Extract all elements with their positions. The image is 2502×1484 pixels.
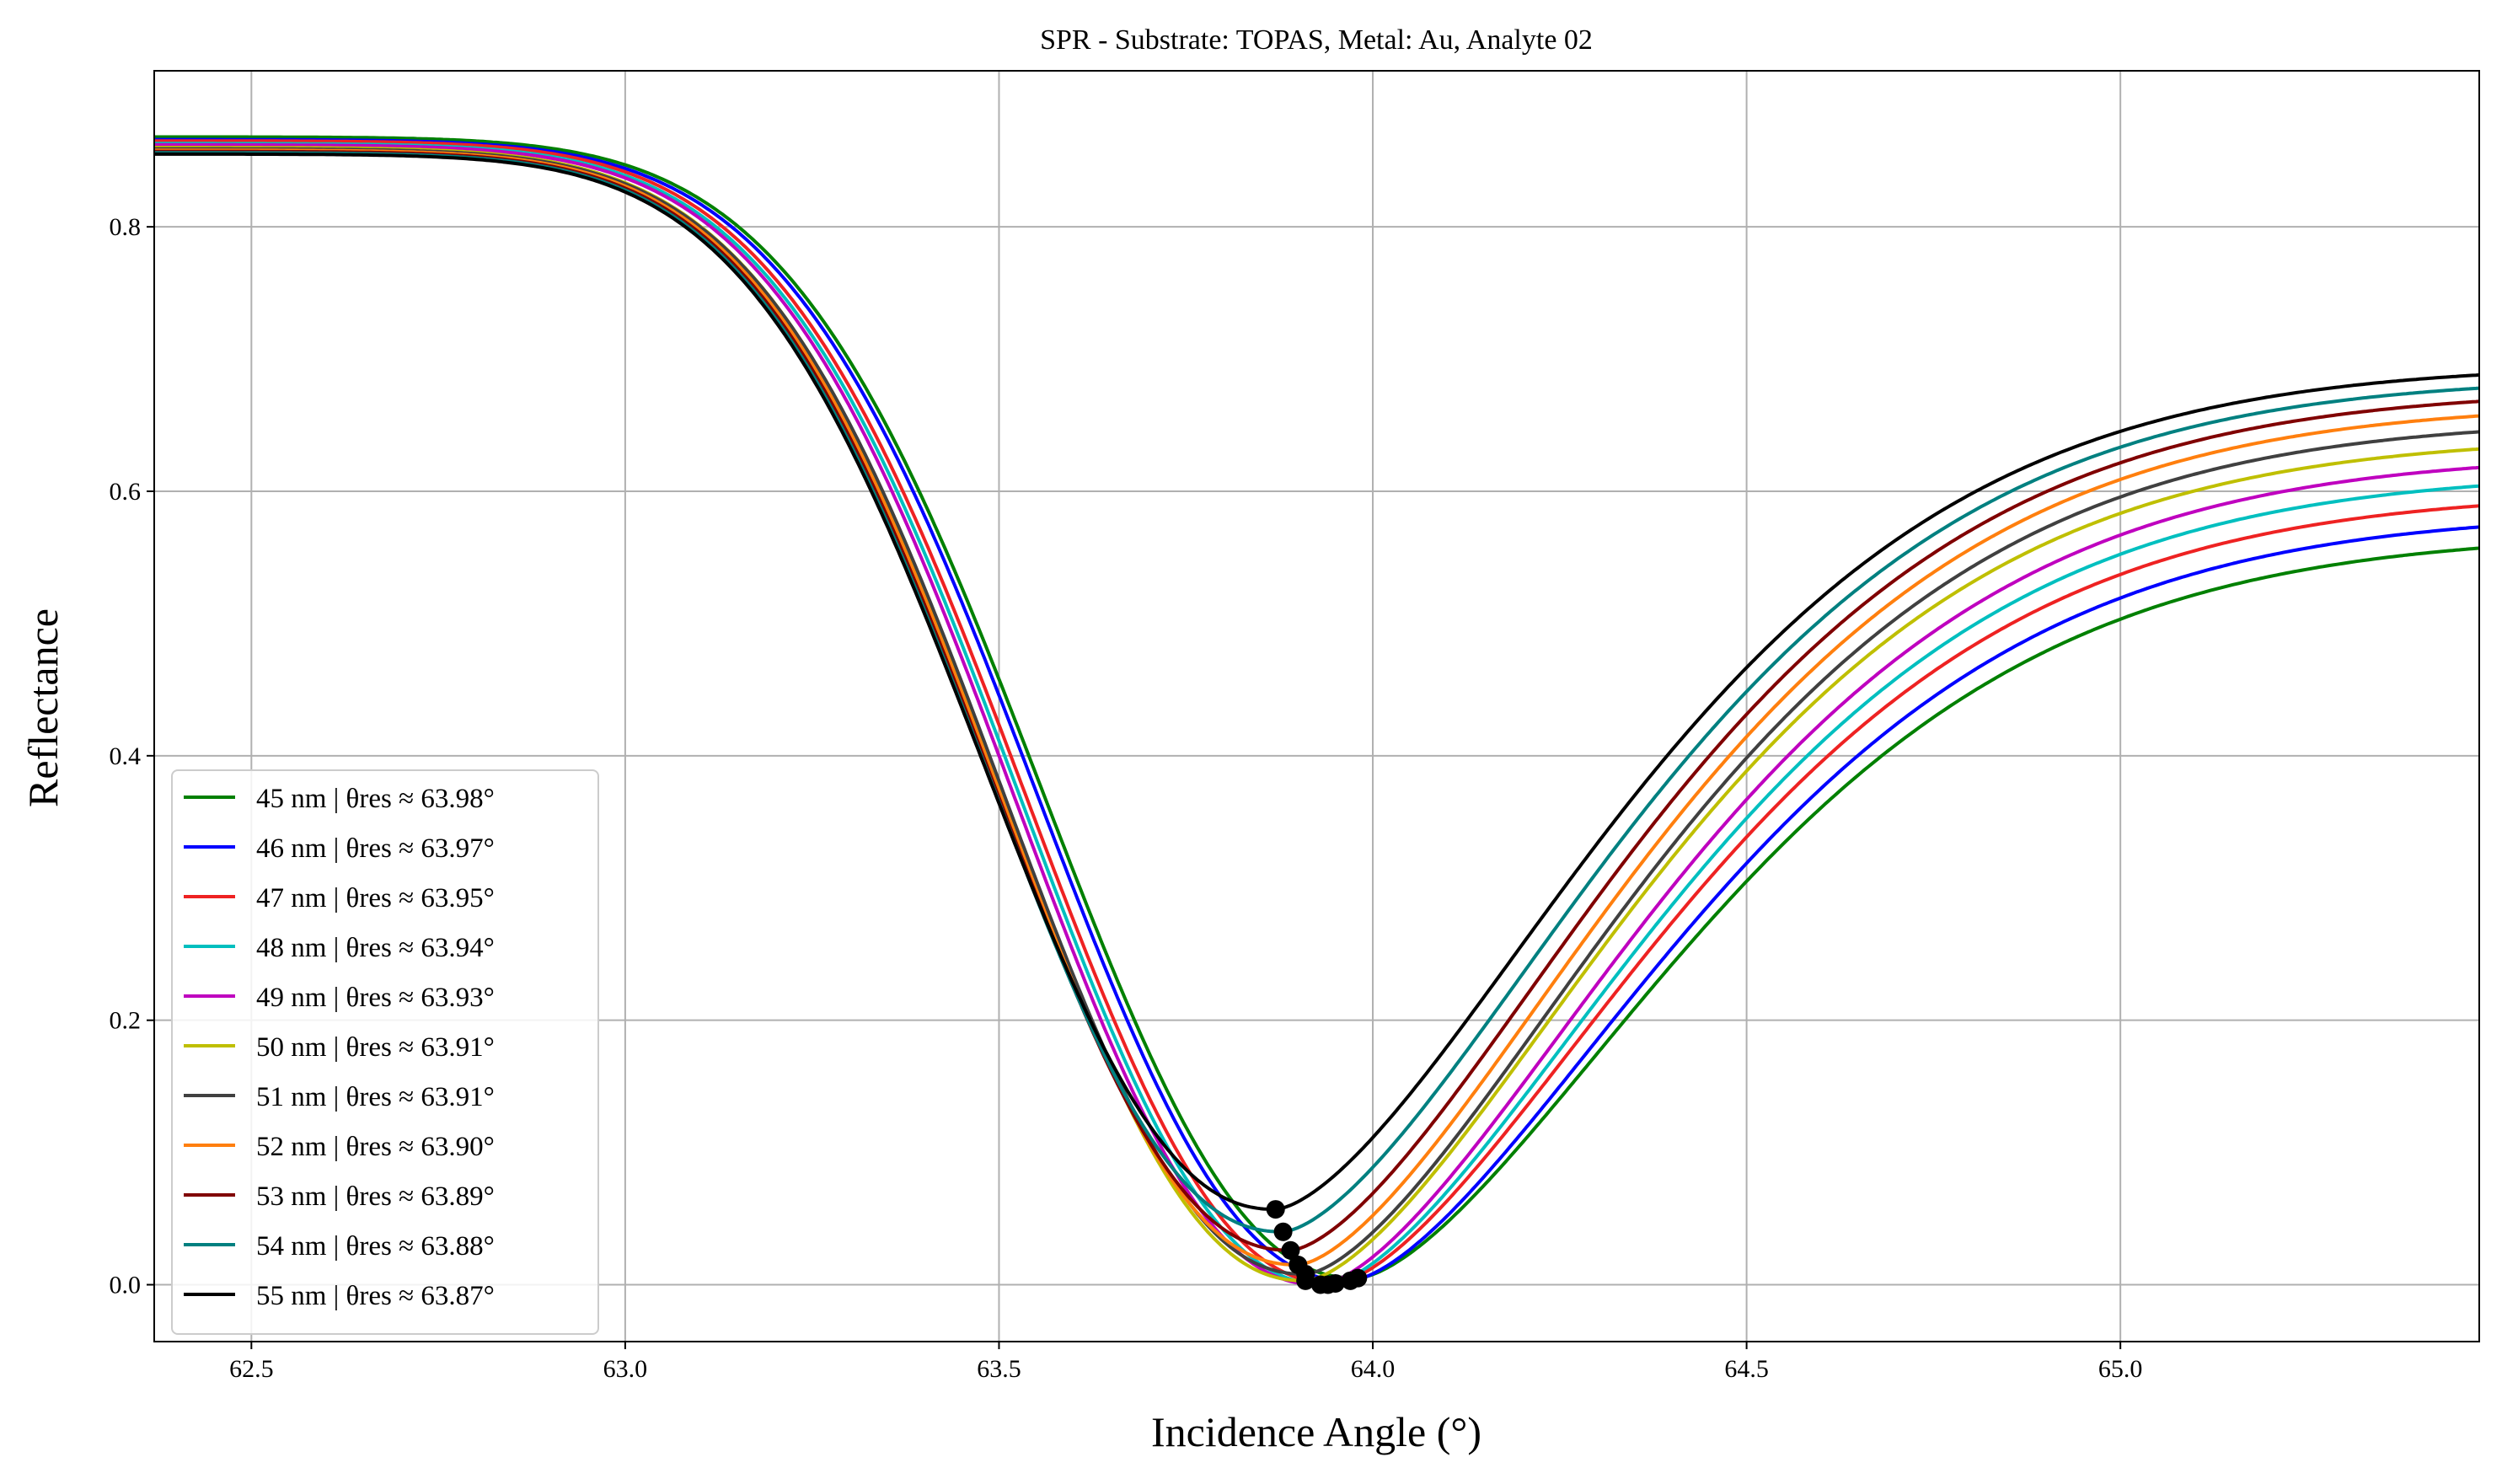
y-tick-label: 0.4 bbox=[110, 742, 142, 770]
x-tick-label: 63.5 bbox=[977, 1355, 1021, 1383]
legend-label: 53 nm | θres ≈ 63.89° bbox=[256, 1181, 495, 1212]
y-tick-label: 0.8 bbox=[110, 213, 142, 241]
legend: 45 nm | θres ≈ 63.98° 46 nm | θres ≈ 63.9… bbox=[171, 769, 599, 1335]
y-tick-label: 0.2 bbox=[110, 1007, 142, 1035]
resonance-marker bbox=[1289, 1255, 1308, 1274]
legend-label: 46 nm | θres ≈ 63.97° bbox=[256, 833, 495, 864]
resonance-marker bbox=[1310, 1275, 1330, 1294]
resonance-marker bbox=[1341, 1271, 1360, 1290]
resonance-marker bbox=[1281, 1240, 1300, 1260]
x-tick-label: 63.0 bbox=[603, 1355, 648, 1383]
legend-label: 45 nm | θres ≈ 63.98° bbox=[256, 784, 495, 814]
series-line bbox=[154, 152, 2479, 1212]
legend-box bbox=[171, 769, 599, 1335]
legend-label: 55 nm | θres ≈ 63.87° bbox=[256, 1281, 495, 1311]
x-axis-label: Incidence Angle (°) bbox=[1151, 1408, 1481, 1455]
resonance-marker bbox=[1273, 1222, 1293, 1241]
legend-label: 50 nm | θres ≈ 63.91° bbox=[256, 1032, 495, 1063]
legend-label: 47 nm | θres ≈ 63.95° bbox=[256, 883, 495, 913]
legend-label: 48 nm | θres ≈ 63.94° bbox=[256, 933, 495, 963]
x-tick-label: 65.0 bbox=[2098, 1355, 2143, 1383]
y-axis-label: Reflectance bbox=[19, 608, 67, 807]
x-tick-label: 64.0 bbox=[1351, 1355, 1396, 1383]
resonance-marker bbox=[1266, 1200, 1285, 1219]
y-tick-label: 0.6 bbox=[110, 478, 142, 506]
legend-label: 51 nm | θres ≈ 63.91° bbox=[256, 1082, 495, 1112]
resonance-markers bbox=[1266, 1200, 1368, 1294]
x-tick-label: 62.5 bbox=[229, 1355, 274, 1383]
chart-title: SPR - Substrate: TOPAS, Metal: Au, Analy… bbox=[1040, 24, 1593, 56]
x-tick-label: 64.5 bbox=[1724, 1355, 1769, 1383]
axes-frame bbox=[153, 70, 2480, 1342]
legend-label: 52 nm | θres ≈ 63.90° bbox=[256, 1132, 495, 1162]
legend-label: 54 nm | θres ≈ 63.88° bbox=[256, 1231, 495, 1262]
legend-label: 49 nm | θres ≈ 63.93° bbox=[256, 983, 495, 1013]
y-tick-label: 0.0 bbox=[110, 1272, 142, 1299]
ticks: 62.5 63.0 63.5 64.0 64.5 65.0 0.0 0.2 0.4 0.6 0.8 bbox=[110, 213, 2143, 1383]
